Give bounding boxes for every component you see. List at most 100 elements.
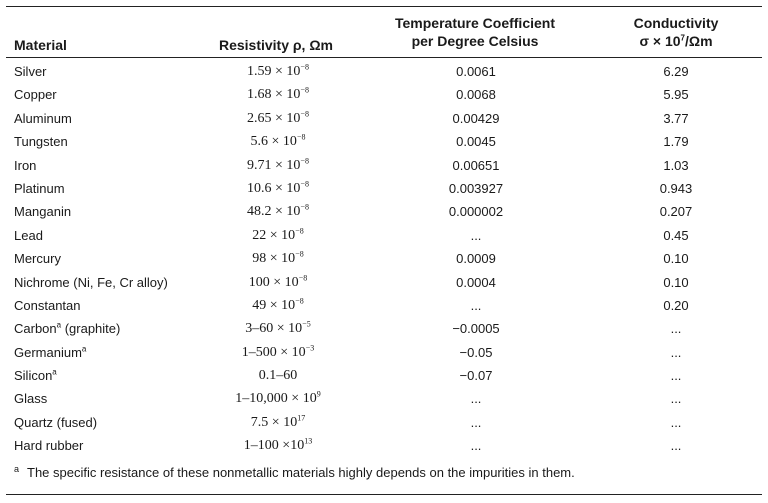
material-name: Glass <box>14 391 48 407</box>
resistivity-exponent: 17 <box>297 413 306 423</box>
cell-conductivity: 0.10 <box>663 251 689 267</box>
resistivity-base: 100 × 10 <box>248 274 299 290</box>
cell-material: Glass <box>14 387 47 410</box>
cell-conductivity: 0.20 <box>663 297 689 313</box>
cell-temperature-coefficient: ... <box>470 438 482 454</box>
material-name: Silver <box>14 64 47 79</box>
cell-resistivity: 1.68 × 10−8 <box>188 83 368 106</box>
cell-conductivity: ... <box>670 321 682 337</box>
cell-temperature-coefficient: 0.0004 <box>456 274 496 290</box>
cell-temperature-coefficient: ... <box>470 414 482 430</box>
cell-resistivity: 98 × 10−8 <box>188 247 368 270</box>
resistivity-exponent: 9 <box>316 389 321 399</box>
material-name: Silicon <box>14 368 53 384</box>
material-name: Platinum <box>14 180 65 196</box>
resistivity-base: 48.2 × 10 <box>247 204 301 220</box>
cell-resistivity: 1.59 × 10−8 <box>188 60 368 83</box>
cell-temperature-coefficient: ... <box>470 391 482 407</box>
cell-material: Tungsten <box>14 130 68 153</box>
resistivity-exponent: −8 <box>300 109 309 119</box>
table-row: Tungsten 5.6 × 10−8 0.0045 1.79 <box>0 130 768 153</box>
cell-conductivity: 1.03 <box>663 157 689 173</box>
material-name: Carbon <box>14 321 57 337</box>
cell-resistivity: 10.6 × 10−8 <box>188 177 368 200</box>
resistivity-base: 0.1–60 <box>258 368 298 384</box>
cell-material: Germaniuma <box>14 341 86 364</box>
cell-temperature-coefficient: −0.0005 <box>452 321 500 337</box>
cell-material: Constantan <box>14 294 81 317</box>
header-cond-tail: /Ωm <box>685 33 713 49</box>
cell-conductivity: ... <box>670 368 682 384</box>
resistivity-base: 1.68 × 10 <box>247 87 301 103</box>
resistivity-exponent: 13 <box>304 436 313 446</box>
resistivity-base: 1–10,000 × 10 <box>235 391 317 407</box>
cell-temperature-coefficient: 0.0045 <box>456 134 496 150</box>
table-row: Manganin 48.2 × 10−8 0.000002 0.207 <box>0 200 768 223</box>
cell-material: Copper <box>14 83 57 106</box>
material-name: Quartz (fused) <box>14 414 98 430</box>
material-name: Aluminum <box>14 110 72 126</box>
cell-conductivity: 0.943 <box>659 180 693 196</box>
footnote: a The specific resistance of these nonmet… <box>14 464 575 482</box>
resistivity-exponent: −8 <box>295 226 304 236</box>
resistivity-base: 10.6 × 10 <box>247 180 301 196</box>
resistivity-exponent: −8 <box>298 272 308 282</box>
material-name: Manganin <box>14 204 72 220</box>
resistivity-base: 22 × 10 <box>252 227 296 243</box>
cell-conductivity: 0.45 <box>663 227 689 243</box>
cell-conductivity: 6.29 <box>663 64 689 79</box>
cell-conductivity: 0.207 <box>659 204 693 220</box>
table-row: Constantan 49 × 10−8... 0.20 <box>0 294 768 317</box>
resistivity-exponent: −5 <box>302 319 311 329</box>
resistivity-base: 1–100 ×10 <box>243 438 305 454</box>
cell-resistivity: 0.1–60 <box>188 364 368 387</box>
resistivity-exponent: −8 <box>300 85 309 95</box>
cell-resistivity: 9.71 × 10−8 <box>188 154 368 177</box>
cell-resistivity: 100 × 10−8 <box>188 271 368 294</box>
header-cond-line2: σ × 107/Ωm <box>614 32 738 50</box>
header-material: Material <box>14 37 67 53</box>
resistivity-base: 7.5 × 10 <box>250 414 298 430</box>
table-row: Lead 22 × 10−8... 0.45 <box>0 224 768 247</box>
header-cond-line1: Conductivity <box>633 15 719 31</box>
table-body: Silver 1.59 × 10−8 0.0061 6.29 Copper 1.68 × … <box>0 60 768 458</box>
cell-conductivity: 0.10 <box>663 274 689 290</box>
cell-material: Nichrome (Ni, Fe, Cr alloy) <box>14 271 168 294</box>
material-footnote-mark: a <box>56 320 62 330</box>
cell-resistivity: 2.65 × 10−8 <box>188 107 368 130</box>
cell-temperature-coefficient: 0.00651 <box>452 157 500 173</box>
material-name: Hard rubber <box>14 438 84 454</box>
cell-material: Silicona <box>14 364 57 387</box>
material-name: Copper <box>14 87 57 103</box>
material-footnote-mark: a <box>52 367 57 377</box>
table-row: Platinum 10.6 × 10−8 0.003927 0.943 <box>0 177 768 200</box>
cell-resistivity: 22 × 10−8 <box>188 224 368 247</box>
cell-resistivity: 1–500 × 10−3 <box>188 341 368 364</box>
table-row: Silver 1.59 × 10−8 0.0061 6.29 <box>0 60 768 83</box>
header-conductivity: Conductivity σ × 107/Ωm <box>614 14 738 50</box>
table-row: Copper 1.68 × 10−8 0.0068 5.95 <box>0 83 768 106</box>
resistivity-exponent: −8 <box>295 296 304 306</box>
cell-temperature-coefficient: 0.0068 <box>456 87 496 103</box>
cell-material: Mercury <box>14 247 61 270</box>
footnote-text: The specific resistance of these nonmeta… <box>27 465 575 480</box>
resistivity-base: 5.6 × 10 <box>250 134 297 150</box>
cell-temperature-coefficient: −0.07 <box>459 368 493 384</box>
cell-temperature-coefficient: 0.00429 <box>452 110 500 126</box>
cell-resistivity: 7.5 × 1017 <box>188 411 368 434</box>
cell-conductivity: 3.77 <box>663 110 689 126</box>
cell-resistivity: 49 × 10−8 <box>188 294 368 317</box>
resistivity-exponent: −8 <box>295 249 304 259</box>
material-name: Constantan <box>14 297 81 313</box>
resistivity-exponent: −8 <box>300 62 309 72</box>
header-bottom-rule <box>6 57 762 58</box>
cell-temperature-coefficient: ... <box>470 227 482 243</box>
resistivity-base: 98 × 10 <box>252 251 296 267</box>
table-row: Nichrome (Ni, Fe, Cr alloy) 100 × 10−8 0.0… <box>0 271 768 294</box>
header-temp-line2: per Degree Celsius <box>411 33 539 49</box>
cell-temperature-coefficient: ... <box>470 297 482 313</box>
footnote-mark: a <box>14 463 20 474</box>
cell-temperature-coefficient: 0.003927 <box>448 180 504 196</box>
material-name: Germanium <box>14 344 82 360</box>
table-row: Mercury 98 × 10−8 0.0009 0.10 <box>0 247 768 270</box>
